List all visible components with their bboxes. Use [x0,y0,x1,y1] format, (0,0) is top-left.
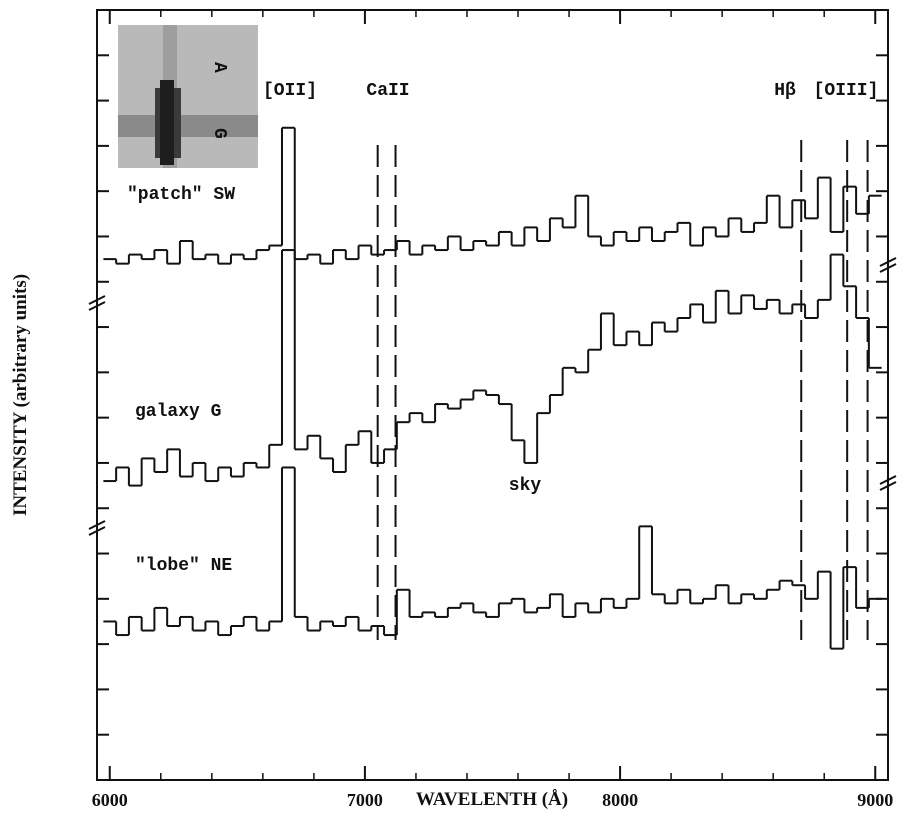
x-tick-label: 7000 [347,790,383,810]
y-axis-label: INTENSITY (arbitrary units) [10,274,31,516]
annotation: sky [509,476,542,496]
step-riser [115,467,870,649]
annotation: Hβ [774,81,796,101]
annotation: [OIII] [814,81,879,101]
inset-label: G [209,128,229,139]
axis-break [88,257,897,536]
series-label: "patch" SW [127,185,235,205]
annotation: CaII [366,81,409,101]
plot-frame [96,9,889,781]
x-tick-label: 6000 [92,790,128,810]
inset-label: A [209,62,229,73]
inset-image: A G [118,25,258,168]
x-tick-label: 9000 [857,790,893,810]
step-riser [115,127,870,264]
annotation: [OII] [263,81,317,101]
series-label: "lobe" NE [135,556,232,576]
series-label: galaxy G [135,402,221,422]
step-riser [115,250,870,486]
x-axis-label: WAVELENTH (Å) [416,789,568,810]
x-tick-label: 8000 [602,790,638,810]
